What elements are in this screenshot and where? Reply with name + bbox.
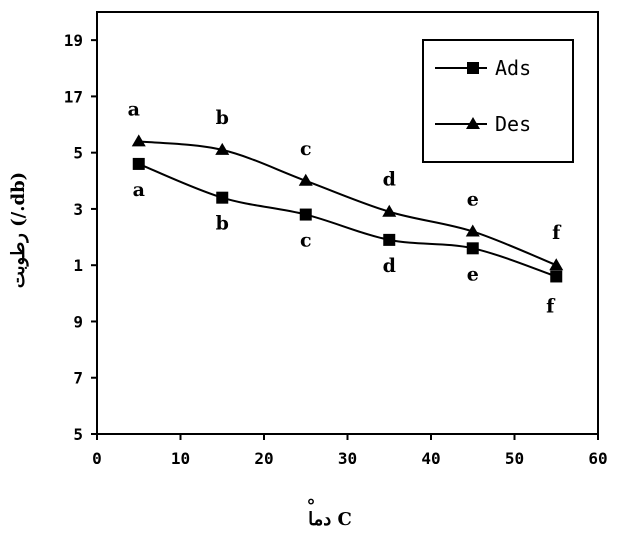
series-line (138, 162, 557, 278)
legend-label: Ads (495, 56, 531, 80)
data-point (216, 191, 229, 204)
point-label: e (467, 263, 479, 285)
data-point (131, 134, 146, 147)
legend-item-des: Des (435, 112, 531, 136)
legend-box (422, 39, 574, 163)
data-point (465, 224, 480, 237)
point-label: f (552, 222, 562, 244)
data-point (298, 173, 313, 186)
legend-marker (467, 62, 479, 74)
y-tick-label: 1 (73, 256, 83, 275)
y-tick-label: 17 (64, 87, 83, 106)
data-point (382, 204, 397, 217)
data-point (549, 258, 564, 271)
point-label: a (128, 98, 140, 120)
x-axis: 0 10 20 30 40 50 60 (92, 434, 608, 468)
y-axis: 5 7 9 1 3 5 17 19 (64, 31, 97, 444)
point-label: f (546, 295, 556, 317)
x-tick-label: 50 (505, 449, 524, 468)
data-point (299, 208, 312, 221)
x-tick-label: 30 (338, 449, 357, 468)
x-tick-label: 40 (421, 449, 440, 468)
y-tick-label: 5 (73, 425, 83, 444)
data-point (383, 233, 396, 246)
series-line (138, 140, 557, 267)
y-tick-label: 5 (73, 144, 83, 163)
y-tick-label: 3 (73, 200, 83, 219)
x-tick-label: 0 (92, 449, 102, 468)
y-tick-label: 7 (73, 369, 83, 388)
point-label: d (383, 255, 396, 277)
point-label: c (300, 230, 312, 252)
x-tick-label: 60 (588, 449, 607, 468)
data-point (132, 157, 145, 170)
point-labels: a b c d e f a b c d e f (128, 98, 563, 317)
legend-label: Des (495, 112, 531, 136)
legend-marker (466, 117, 480, 129)
series-layer (131, 134, 564, 283)
data-point (215, 142, 230, 155)
point-label: b (216, 107, 229, 129)
series-ads (132, 157, 563, 283)
data-point (466, 242, 479, 255)
series-des (131, 134, 564, 271)
x-axis-degree: ° (307, 496, 316, 517)
y-tick-label: 19 (64, 31, 83, 50)
y-tick-label: 9 (73, 312, 83, 331)
point-label: e (467, 188, 479, 210)
point-label: a (133, 179, 145, 201)
point-label: d (383, 169, 396, 191)
point-label: b (216, 213, 229, 235)
legend: Ads Des (422, 39, 574, 163)
y-axis-title: رطوبت (/.db) (8, 172, 29, 288)
x-tick-label: 10 (171, 449, 190, 468)
data-point (550, 270, 563, 283)
point-label: c (300, 138, 312, 160)
legend-item-ads: Ads (435, 56, 531, 80)
x-axis-title: دما C (308, 509, 352, 530)
x-tick-label: 20 (254, 449, 273, 468)
